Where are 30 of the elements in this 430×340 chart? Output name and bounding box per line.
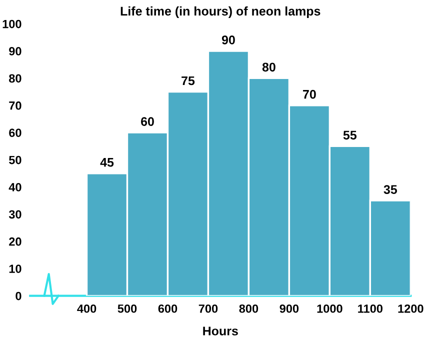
x-tick-label: 1100: [358, 304, 382, 313]
y-tick-label: 50: [9, 156, 22, 164]
x-axis-title: Hours: [203, 326, 238, 336]
y-tick-label: 10: [9, 264, 22, 273]
data-label: 80: [262, 62, 276, 72]
y-tick-label: 70: [9, 101, 22, 110]
x-tick-label: 600: [158, 304, 178, 313]
data-label: 45: [100, 158, 114, 167]
x-tick-label: 900: [280, 304, 299, 313]
x-tick-label: 1000: [317, 304, 342, 313]
data-label: 75: [182, 76, 195, 86]
y-tick-label: 20: [9, 237, 22, 246]
x-tick-label: 1200: [398, 304, 424, 313]
y-tick-label: 0: [16, 292, 22, 300]
x-tick-label: 700: [198, 304, 218, 313]
y-tick-label: 100: [2, 20, 22, 28]
data-label: 60: [141, 117, 154, 126]
y-tick-label: 60: [9, 128, 22, 137]
x-tick-label: 400: [77, 304, 96, 313]
x-tick-label: 500: [118, 304, 137, 313]
data-label: 70: [303, 90, 316, 99]
x-tick-label: 800: [239, 304, 258, 313]
data-label: 35: [384, 185, 398, 194]
y-tick-label: 90: [9, 47, 22, 56]
y-tick-label: 80: [9, 74, 22, 83]
data-label: 55: [343, 130, 357, 140]
y-tick-label: 30: [8, 210, 22, 219]
data-label: 90: [222, 36, 235, 44]
y-tick-label: 40: [8, 183, 22, 192]
chart-title: Life time (in hours) of neon lamps: [120, 6, 320, 18]
